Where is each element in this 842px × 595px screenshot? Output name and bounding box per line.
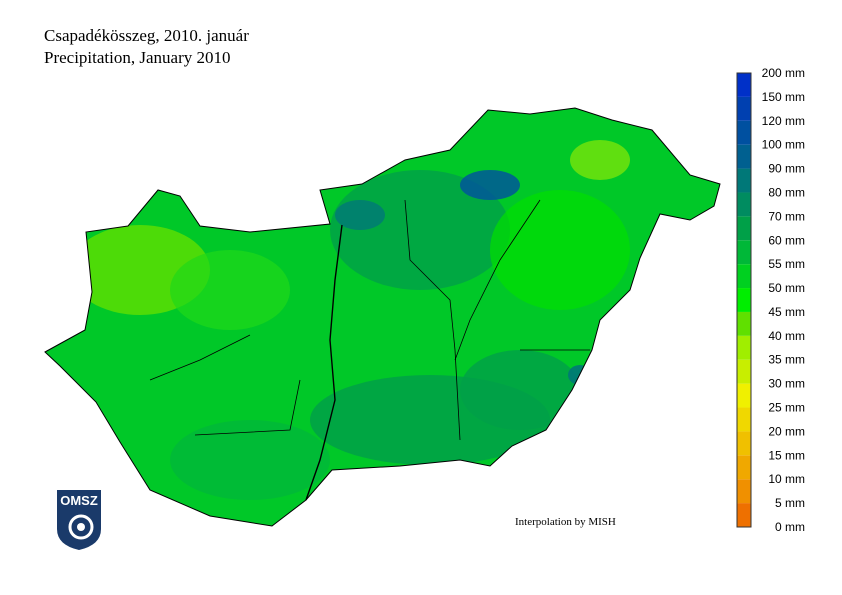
legend-label: 40 mm <box>768 329 805 343</box>
legend-label: 20 mm <box>768 424 805 438</box>
legend-label: 100 mm <box>762 138 805 152</box>
legend-label: 0 mm <box>775 520 805 534</box>
legend-swatch <box>737 240 751 265</box>
legend-swatch <box>737 455 751 480</box>
legend-swatch <box>737 407 751 432</box>
legend-label: 10 mm <box>768 472 805 486</box>
legend-label: 30 mm <box>768 377 805 391</box>
legend-label: 25 mm <box>768 401 805 415</box>
legend-swatch <box>737 73 751 97</box>
legend-label: 120 mm <box>762 114 805 128</box>
legend-label: 60 mm <box>768 233 805 247</box>
legend-label: 15 mm <box>768 448 805 462</box>
legend-swatch <box>737 479 751 504</box>
legend-label: 150 mm <box>762 90 805 104</box>
interpolation-credit: Interpolation by MISH <box>515 516 616 528</box>
legend-label: 45 mm <box>768 305 805 319</box>
legend-swatch <box>737 383 751 408</box>
legend-swatch <box>737 288 751 312</box>
legend-swatch <box>737 431 751 456</box>
legend-swatch <box>737 216 751 241</box>
legend-swatch <box>737 96 751 121</box>
map-title-english: Precipitation, January 2010 <box>44 48 231 67</box>
svg-text:OMSZ: OMSZ <box>60 493 98 508</box>
omsz-logo: OMSZ <box>57 490 101 550</box>
legend-label: 50 mm <box>768 281 805 295</box>
legend-swatch <box>737 144 751 169</box>
legend-swatch <box>737 335 751 360</box>
legend-swatch <box>737 120 751 145</box>
legend-swatch <box>737 168 751 193</box>
legend-label: 70 mm <box>768 209 805 223</box>
legend-label: 90 mm <box>768 162 805 176</box>
legend-label: 80 mm <box>768 185 805 199</box>
legend-swatch <box>737 192 751 217</box>
region-border <box>404 199 461 441</box>
county-borders <box>149 199 590 436</box>
legend-label: 5 mm <box>775 496 805 510</box>
legend-label: 35 mm <box>768 353 805 367</box>
map-title-hungarian: Csapadékösszeg, 2010. január <box>44 26 249 45</box>
legend-swatch <box>737 311 751 336</box>
danube-river <box>305 224 343 501</box>
legend-swatch <box>737 264 751 289</box>
legend-frame <box>736 72 752 528</box>
legend-swatch <box>737 503 751 527</box>
legend-label: 200 mm <box>762 66 805 80</box>
legend-label: 55 mm <box>768 257 805 271</box>
legend-swatch <box>737 359 751 384</box>
